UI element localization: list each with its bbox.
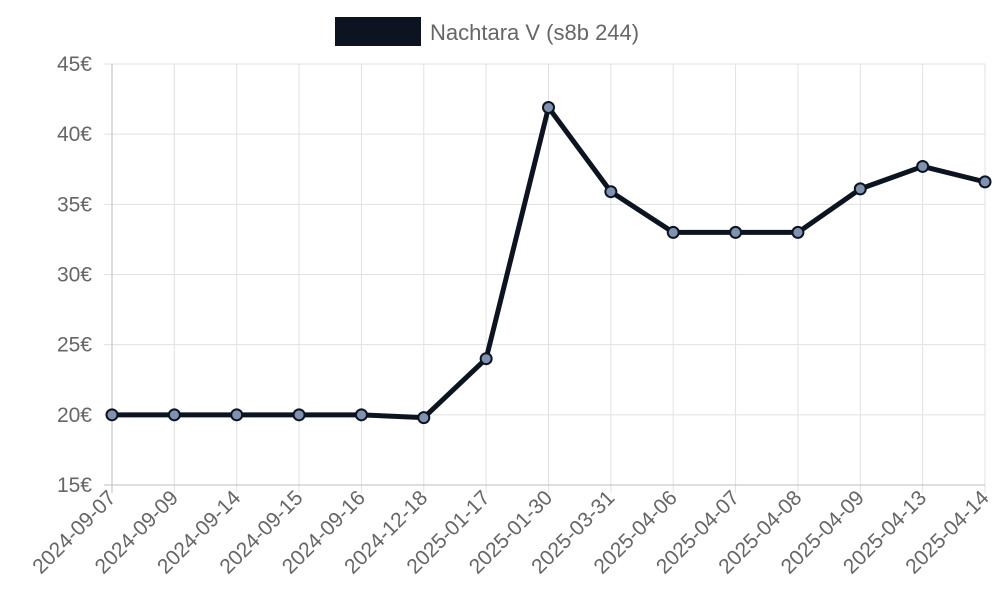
data-point[interactable] [105, 408, 119, 422]
legend-swatch[interactable] [335, 17, 421, 46]
data-point[interactable] [479, 352, 493, 366]
legend[interactable]: Nachtara V (s8b 244) [335, 17, 639, 46]
data-point[interactable] [542, 101, 555, 115]
grid [104, 63, 986, 493]
data-point[interactable] [604, 185, 618, 199]
y-axis-ticks: 15€ 20€ 25€ 30€ 35€ 40€ 45€ [57, 53, 92, 497]
y-tick-label: 35€ [57, 193, 92, 216]
series [105, 101, 992, 425]
y-tick-label: 30€ [57, 264, 92, 287]
data-point[interactable] [292, 408, 306, 422]
data-point[interactable] [853, 182, 867, 196]
y-tick-label: 45€ [57, 53, 92, 76]
y-tick-label: 40€ [57, 123, 92, 146]
y-tick-label: 15€ [57, 474, 92, 497]
data-point[interactable] [417, 411, 431, 425]
data-point[interactable] [666, 225, 680, 239]
x-axis-ticks: 2024-09-072024-09-092024-09-142024-09-15… [28, 486, 993, 578]
data-point[interactable] [354, 408, 368, 422]
y-tick-label: 25€ [57, 334, 92, 357]
legend-label[interactable]: Nachtara V (s8b 244) [430, 20, 639, 45]
data-point[interactable] [230, 408, 244, 422]
y-tick-label: 20€ [57, 404, 92, 427]
data-point[interactable] [978, 175, 992, 189]
data-point[interactable] [916, 159, 930, 173]
data-point[interactable] [791, 225, 805, 239]
data-point[interactable] [729, 225, 743, 239]
axes [104, 64, 985, 493]
data-point[interactable] [167, 408, 181, 422]
